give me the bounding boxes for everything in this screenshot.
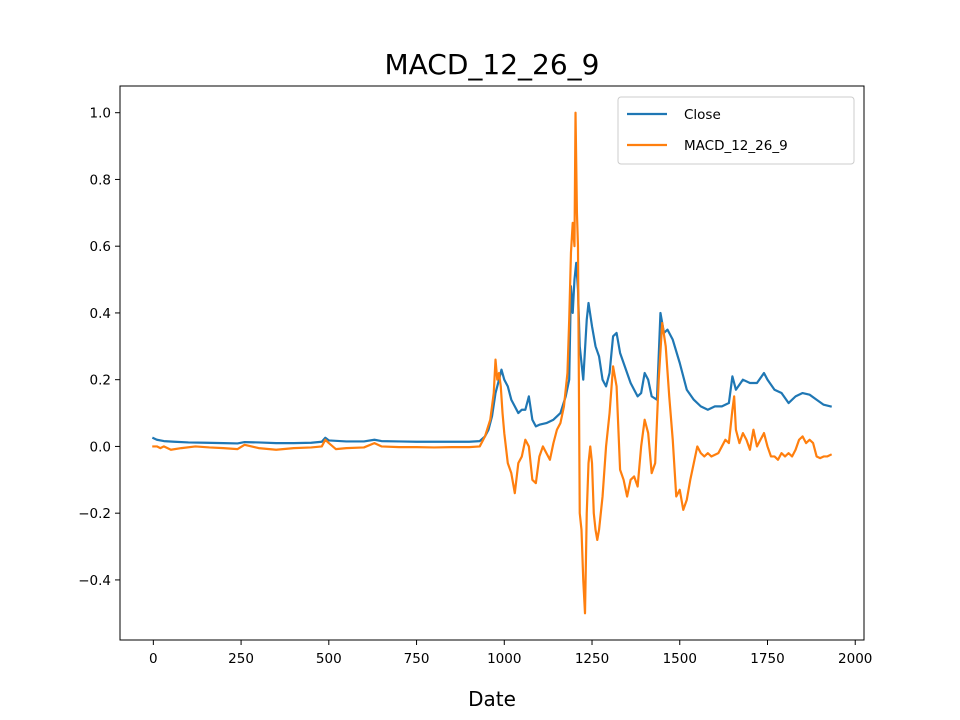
x-tick-label: 1000 [487,651,521,667]
legend-frame [617,96,855,165]
y-tick-label: −0.4 [78,573,111,589]
legend-label-macd: MACD_12_26_9 [684,138,788,154]
x-tick-label: 250 [228,651,254,667]
series-line-macd-12-26-9 [152,111,833,615]
series-layer [151,111,833,615]
y-tick-label: −0.2 [78,506,111,522]
y-tick-label: 0.0 [90,439,111,455]
x-tick-label: 1250 [575,651,609,667]
x-tick-label: 2000 [838,651,872,667]
y-axis: −0.4 −0.2 0.0 0.2 0.4 0.6 0.8 1.0 [78,106,120,589]
legend: Close MACD_12_26_9 [617,96,855,165]
x-tick-label: 0 [149,651,158,667]
plot-area [119,85,865,641]
axes-frame [119,85,865,641]
axes-background [120,86,864,640]
x-tick-label: 1750 [750,651,784,667]
y-tick-label: 0.6 [90,239,111,255]
x-axis-label: Date [468,687,516,711]
x-tick-label: 1500 [663,651,697,667]
y-tick-label: 0.8 [90,172,111,188]
y-tick-label: 0.4 [90,306,111,322]
y-tick-label: 1.0 [90,106,111,122]
x-tick-label: 500 [316,651,342,667]
x-tick-label: 750 [404,651,430,667]
chart-title: MACD_12_26_9 [384,48,599,81]
legend-label-close: Close [684,107,721,123]
y-tick-label: 0.2 [90,373,111,389]
x-axis: 0 250 500 750 1000 1250 1500 1750 2000 [149,640,872,667]
